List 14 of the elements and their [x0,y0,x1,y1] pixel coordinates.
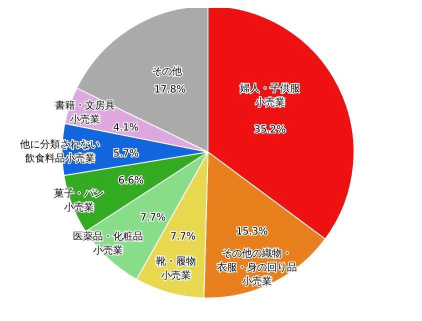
slice-label: その他の織物・衣服・身の回り品小売業 [217,248,297,288]
data-label: 7.7% [140,212,166,224]
slice-label: 医薬品・化粧品小売業 [73,230,143,256]
slice-label: 婦人・子供服小売業 [240,84,300,108]
data-label: 15.3% [236,226,268,238]
data-label: 4.1% [113,122,139,134]
data-label: 35.2% [254,124,286,136]
data-label: 17.8% [154,84,186,96]
slice-label: その他 [152,66,182,78]
data-label: 6.6% [118,176,144,186]
slice-label: 書籍・文房具小売業 [55,100,115,126]
data-label: 7.7% [170,232,196,242]
data-label: 5.7% [113,148,139,160]
slice-label: 靴・履物小売業 [156,256,196,282]
